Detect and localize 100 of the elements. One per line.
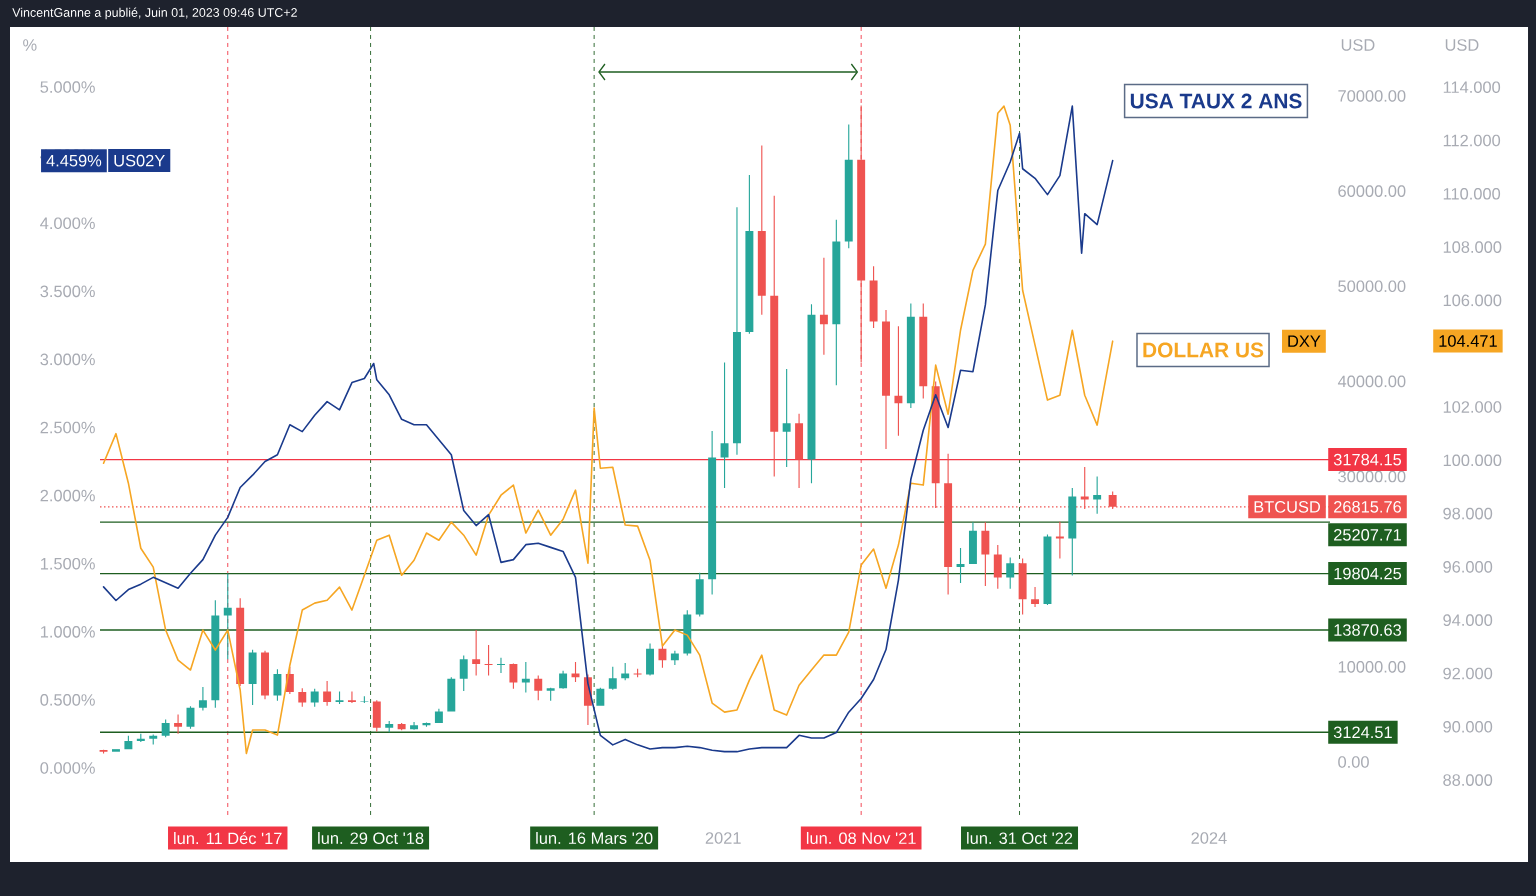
candlestick [509,663,518,689]
y-tick-label: 0.500% [40,694,95,706]
annotation: USA TAUX 2 ANS [1130,93,1302,109]
candlestick [211,600,220,708]
candlestick [174,714,183,734]
candlestick [497,657,505,674]
candlestick [894,326,903,436]
x-tick-label: 2024 [1191,832,1227,844]
candlestick [695,572,704,617]
candlestick [112,749,120,752]
candlestick [1055,521,1064,559]
ref-line-label: lun. 08 Nov '21 [806,831,916,845]
text: VincentGanne a publié, Juin 01, 2023 09:46 UTC+2 [12,7,297,20]
candlestick [732,207,741,455]
candlestick [459,655,468,692]
candlestick [832,219,841,386]
candlestick [347,691,356,704]
y-tick-label: 3.500% [40,285,95,298]
candlestick [844,124,853,249]
y3-tick-label: 90.000 [1443,720,1493,733]
y3-tick-label: 94.000 [1443,614,1493,627]
candlestick [720,362,729,488]
candlestick [782,369,791,468]
y3-tick-label: 92.000 [1443,667,1493,680]
annotation: 4.459% [46,154,102,167]
annotation: DOLLAR US [1143,342,1264,358]
candlestick [596,687,605,706]
candlestick [198,687,207,711]
candlestick [323,681,332,706]
candlestick [658,644,667,668]
candlestick [534,675,543,701]
candlestick [1006,557,1015,589]
candlestick [261,650,269,700]
y-tick-label: 1.500% [40,557,95,570]
y-tick-label: 4.000% [40,217,95,230]
candlestick [99,749,108,754]
candlestick [1018,558,1027,615]
candlestick [795,413,804,488]
candlestick [335,691,344,704]
y2-tick-label: 60000.00 [1338,185,1406,197]
candlestick [882,310,890,449]
candlestick [434,708,443,723]
candlestick [670,650,679,665]
y-tick-label: 1.000% [40,625,95,638]
candlestick [1093,476,1102,514]
candlestick [981,522,990,586]
candlestick [248,649,257,705]
candlestick [521,662,530,693]
ref-line-label: 19804.25 [1334,567,1402,580]
x-tick-label: 2021 [705,832,741,844]
candlestick [1031,586,1040,607]
ref-line-label: 13870.63 [1334,624,1402,636]
candlestick [310,688,319,707]
candlestick [546,687,555,701]
candlestick [397,722,406,731]
y3-tick-label: 102.000 [1443,401,1502,413]
y3-axis-title: USD [1445,39,1479,51]
ref-line-label: lun. 11 Déc '17 [174,831,282,845]
ref-line-label: 3124.51 [1333,726,1392,739]
candlestick [1068,487,1077,576]
y-tick-label: 2.500% [40,421,95,434]
candlestick [956,547,965,584]
candlestick [646,643,654,676]
ref-line-label: lun. 31 Oct '22 [967,831,1073,845]
candlestick [236,598,245,686]
y2-axis-title: USD [1341,39,1375,51]
text: 104.471 [1439,335,1497,347]
y3-tick-label: 96.000 [1443,561,1493,573]
y3-tick-label: 110.000 [1443,187,1501,200]
y2-tick-label: 70000.00 [1338,90,1406,102]
candlestick [745,174,754,334]
ref-line-label: 31784.15 [1333,453,1402,466]
y3-tick-label: 112.000 [1443,134,1501,147]
candlestick [1043,534,1052,606]
candlestick [298,688,307,707]
y-tick-label: 2.000% [40,489,95,502]
candlestick [857,105,866,363]
y2-tick-label: 0.00 [1338,756,1369,768]
candlestick [385,721,394,733]
candlestick [919,303,928,399]
candlestick [770,195,779,477]
candlestick [906,303,915,409]
ref-line-label: 26815.76 [1334,501,1402,513]
ref-line-label: 25207.71 [1334,529,1401,541]
text: DXY [1288,335,1321,347]
candlestick [968,522,977,565]
candlestick [472,630,481,676]
y-axis-title: % [23,39,37,51]
y2-tick-label: 10000.00 [1338,661,1406,673]
y3-tick-label: 100.000 [1443,454,1502,467]
y-tick-label: 5.000% [40,81,95,93]
y3-tick-label: 98.000 [1443,507,1493,520]
candlestick [708,430,717,595]
legend-label: US02Y [114,154,165,167]
y2-tick-label: 30000.00 [1338,470,1406,483]
y-tick-label: 0.000% [40,762,95,774]
y-tick-label: 3.000% [40,353,95,366]
y2-tick-label: 50000.00 [1338,280,1406,293]
y3-tick-label: 108.000 [1443,241,1502,253]
candlestick [273,669,282,701]
